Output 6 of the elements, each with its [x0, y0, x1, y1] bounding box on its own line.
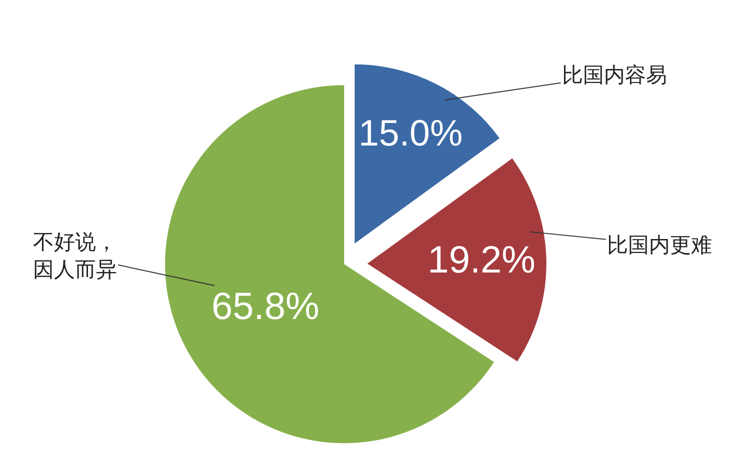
slice-label: 比国内容易 — [562, 63, 667, 87]
slice-label: 比国内更难 — [607, 233, 712, 257]
data-label: 65.8% — [212, 286, 320, 328]
slice-label: 不好说，因人而异 — [33, 230, 117, 282]
data-label: 19.2% — [428, 240, 536, 282]
data-label: 15.0% — [358, 112, 463, 154]
